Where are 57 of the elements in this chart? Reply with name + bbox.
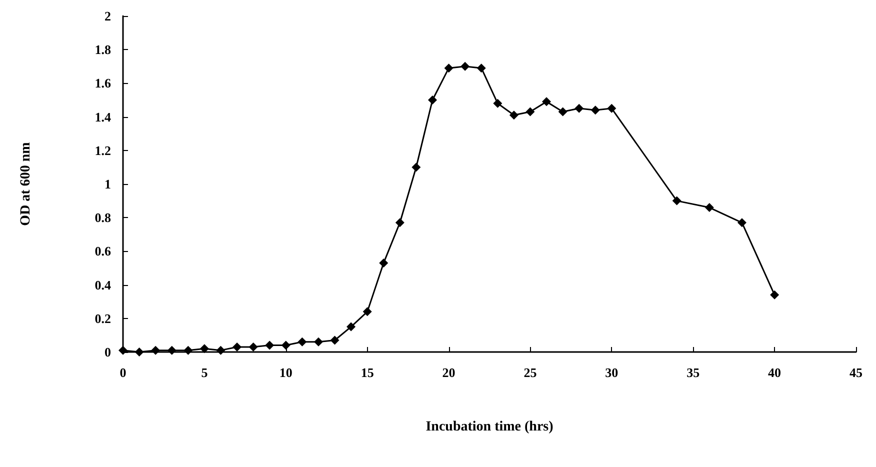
x-axis-title: Incubation time (hrs) [426,420,554,434]
point [362,307,372,316]
point [444,64,454,73]
y-tick-label: 1.6 [94,76,112,91]
y-tick-label: 1.8 [94,42,112,58]
point [167,346,176,355]
point [330,336,340,345]
point [476,64,486,73]
y-tick-label: 1.4 [94,109,112,124]
point [607,104,616,113]
point [509,110,518,120]
point [737,218,746,228]
point [412,162,421,172]
point [200,344,209,354]
point [281,340,290,350]
point [298,337,307,346]
y-tick-label: 1.2 [94,142,111,158]
point [265,340,274,350]
y-tick-label: 0.4 [94,277,112,292]
point [151,346,160,355]
point [542,97,552,106]
point [379,258,388,268]
y-tick-label: 0.6 [94,244,112,259]
point [314,337,323,346]
x-tick-label: 35 [686,365,700,380]
point [184,346,193,355]
y-tick-label: 2 [104,8,111,24]
x-tick-label: 15 [360,365,374,380]
x-tick-label: 30 [605,365,618,380]
point [428,96,437,104]
point [590,106,600,115]
x-tick-label: 40 [768,365,782,380]
x-tick-label: 5 [201,365,208,380]
point [460,62,470,71]
x-tick-label: 25 [524,365,538,380]
point [558,107,568,116]
point [493,98,502,108]
y-tick-label: 0 [104,344,111,360]
point [395,218,404,228]
x-tick-label: 10 [279,365,292,380]
point [134,348,144,356]
point [574,104,584,113]
point [248,342,258,352]
y-tick-label: 0.2 [94,310,111,326]
point [704,203,714,212]
y-axis-title: OD at 600 nm [18,142,34,226]
x-tick-label: 20 [442,365,456,380]
point [346,322,356,332]
point [526,107,535,116]
y-tick-label: 1 [104,176,111,192]
point [672,196,682,206]
point [216,346,226,355]
x-tick-label: 0 [120,365,126,380]
point [232,342,242,352]
x-tick-label: 45 [850,365,863,380]
point [770,290,780,300]
y-tick-label: 0.8 [94,210,112,226]
